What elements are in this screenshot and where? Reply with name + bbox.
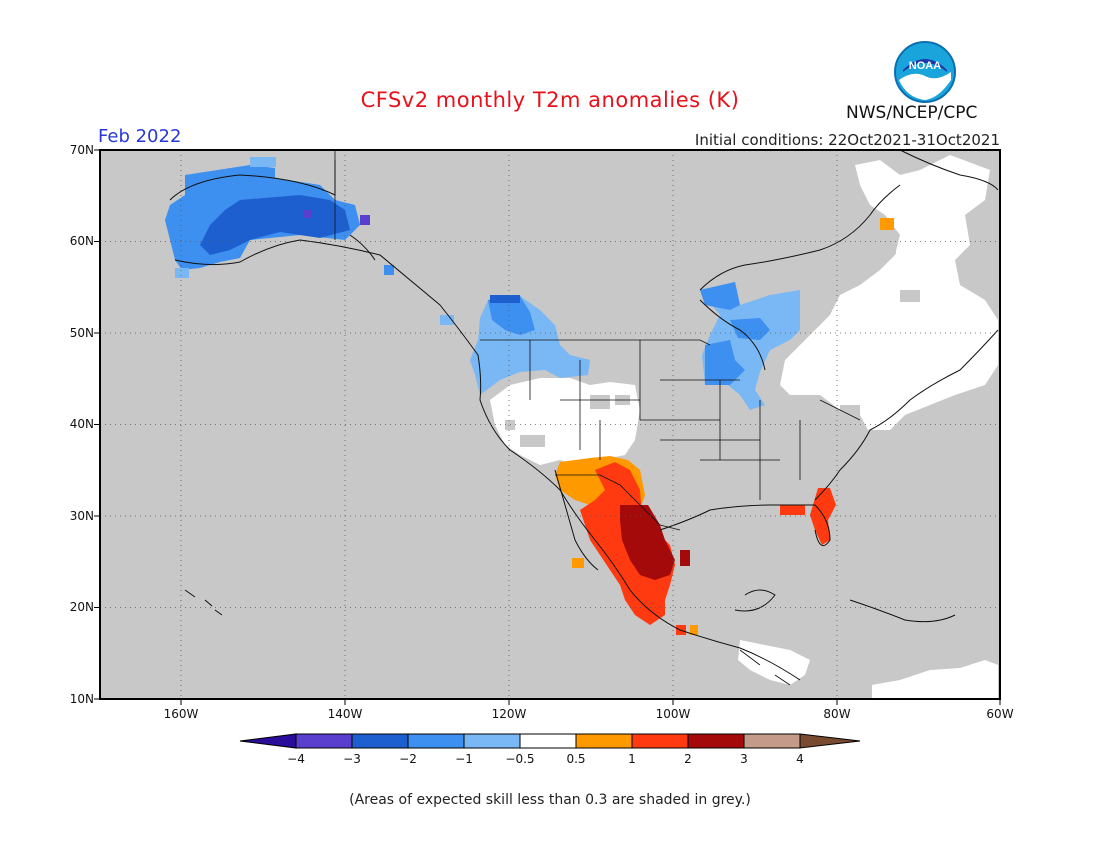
colorbar-tick-neg05: −0.5 [505, 752, 535, 766]
lat-label-10: 10N [69, 692, 94, 706]
coastlines [169, 149, 999, 681]
near-normal-areas [490, 155, 998, 699]
colorbar-tick-neg1: −1 [455, 752, 473, 766]
colorbar-arrow-left [239, 733, 297, 749]
lon-label-100w: 100W [655, 707, 691, 721]
lat-label-20: 20N [69, 600, 94, 614]
graticule [100, 150, 1000, 699]
colorbar-tick-neg3: −3 [343, 752, 361, 766]
axis-ticks [94, 149, 1001, 705]
lon-label-140w: 140W [327, 707, 363, 721]
lat-label-50: 50N [69, 326, 94, 340]
noaa-logo-text: NOAA [909, 60, 941, 72]
colorbar-tick-neg4: −4 [287, 752, 305, 766]
political-borders [334, 150, 861, 686]
lat-label-60: 60N [69, 234, 94, 248]
lon-label-80w: 80W [823, 707, 851, 721]
colorbar-tick-1: 1 [628, 752, 636, 766]
colorbar-tick-neg2: −2 [399, 752, 417, 766]
colorbar-tick-4: 4 [796, 752, 804, 766]
colorbar-tick-05: 0.5 [566, 752, 586, 766]
lat-label-70: 70N [69, 143, 94, 157]
skill-note: (Areas of expected skill less than 0.3 a… [349, 792, 751, 808]
colorbar [239, 733, 861, 749]
florida-warm-anomaly [780, 488, 836, 545]
mexico-warm-anomaly [555, 218, 894, 635]
lon-label-60w: 60W [986, 707, 1014, 721]
lon-label-120w: 120W [491, 707, 527, 721]
colorbar-tick-3: 3 [740, 752, 748, 766]
colorbar-tick-2: 2 [684, 752, 692, 766]
great-lakes-cold-anomaly [700, 282, 965, 410]
colorbar-arrow-right [799, 733, 861, 749]
forecast-month: Feb 2022 [98, 126, 182, 147]
alaska-cold-anomaly [165, 157, 370, 278]
noaa-logo: NOAA [894, 41, 956, 103]
org-label: NWS/NCEP/CPC [846, 103, 978, 123]
map-title: CFSv2 monthly T2m anomalies (K) [360, 88, 740, 112]
initial-conditions: Initial conditions: 22Oct2021-31Oct2021 [694, 131, 1000, 149]
lat-label-40: 40N [69, 417, 94, 431]
lon-label-160w: 160W [163, 707, 199, 721]
lat-label-30: 30N [69, 509, 94, 523]
